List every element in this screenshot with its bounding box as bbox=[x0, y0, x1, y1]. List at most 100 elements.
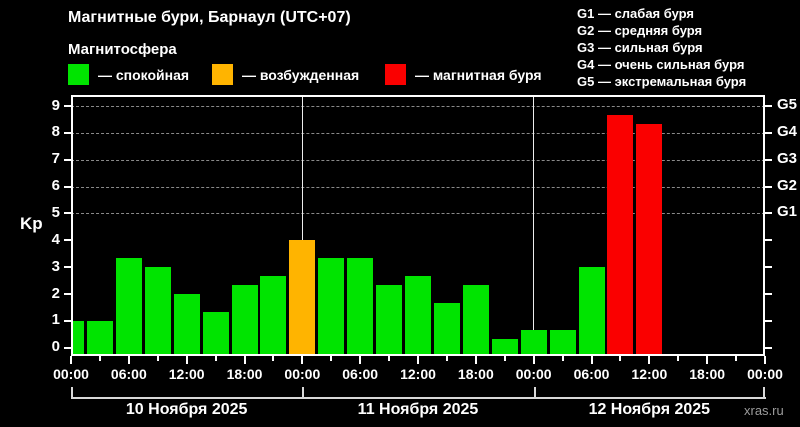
kp-bar bbox=[202, 311, 229, 356]
legend-item-storm: — магнитная буря bbox=[385, 64, 542, 85]
time-label: 06:00 bbox=[110, 366, 147, 382]
kp-bar bbox=[231, 285, 258, 356]
x-axis-tick bbox=[590, 356, 593, 364]
g-axis-label: G3 bbox=[777, 149, 798, 167]
x-axis-tick bbox=[127, 356, 130, 364]
gridline-kp5 bbox=[71, 213, 765, 215]
y-axis-tick-left bbox=[64, 131, 71, 134]
y-axis-tick-right bbox=[765, 239, 772, 242]
y-axis-tick-left bbox=[64, 319, 71, 322]
y-axis-tick-left bbox=[64, 212, 71, 215]
x-axis-tick bbox=[417, 356, 419, 364]
y-axis-tick-left bbox=[64, 266, 71, 269]
page-title: Магнитные бури, Барнаул (UTC+07) bbox=[68, 9, 351, 26]
y-axis-tick-right bbox=[765, 212, 772, 215]
x-axis-tick bbox=[445, 356, 448, 361]
x-axis-tick bbox=[214, 356, 217, 361]
y-axis-tick-left bbox=[64, 239, 71, 242]
legend-label: — возбужденная bbox=[242, 66, 360, 83]
kp-bar bbox=[347, 258, 374, 356]
x-axis-tick bbox=[185, 356, 188, 364]
time-label: 00:00 bbox=[284, 366, 321, 382]
x-axis-tick bbox=[272, 356, 275, 361]
y-axis-tick-label: 9 bbox=[51, 96, 60, 114]
time-label: 12:00 bbox=[631, 366, 668, 382]
y-axis-tick-label: 1 bbox=[51, 311, 60, 329]
g-scale-legend-line: G4 — очень сильная буря bbox=[577, 57, 745, 72]
g-axis-label: G5 bbox=[777, 96, 798, 114]
x-axis-tick bbox=[70, 356, 72, 364]
x-axis-tick bbox=[764, 356, 766, 364]
kp-bar bbox=[115, 258, 142, 356]
kp-bar bbox=[144, 267, 171, 356]
y-axis-tick-right bbox=[765, 346, 772, 349]
kp-bar bbox=[405, 276, 431, 356]
kp-bar bbox=[549, 329, 576, 356]
gridline-kp8 bbox=[71, 132, 765, 134]
day-boundary-line bbox=[301, 95, 304, 356]
day-bracket-tick bbox=[71, 387, 73, 399]
y-axis-tick-label: 8 bbox=[51, 123, 60, 141]
y-axis-tick-left bbox=[64, 105, 71, 108]
x-axis-tick bbox=[359, 356, 362, 364]
day-bracket-tick bbox=[302, 387, 305, 399]
x-axis-tick bbox=[735, 356, 738, 361]
y-axis-tick-right bbox=[765, 105, 772, 108]
quiet-color-swatch-icon bbox=[68, 64, 89, 85]
x-axis-tick bbox=[243, 356, 246, 364]
watermark: xras.ru bbox=[744, 403, 784, 418]
day-bracket-tick bbox=[533, 387, 536, 399]
legend-label: — магнитная буря bbox=[415, 66, 542, 83]
legend-item-quiet: — спокойная bbox=[68, 64, 189, 85]
legend-item-unsettled: — возбужденная bbox=[212, 64, 359, 85]
legend-label: — спокойная bbox=[98, 66, 190, 83]
day-boundary-line bbox=[532, 95, 535, 356]
kp-bar bbox=[520, 329, 547, 356]
gridline-kp6 bbox=[71, 186, 765, 188]
x-axis-tick bbox=[532, 356, 535, 364]
time-label: 18:00 bbox=[689, 366, 726, 382]
y-axis-tick-left bbox=[64, 158, 71, 161]
time-label: 18:00 bbox=[226, 366, 263, 382]
time-label: 18:00 bbox=[457, 366, 494, 382]
day-bracket-tick bbox=[763, 387, 765, 399]
y-axis-tick-left bbox=[64, 346, 71, 349]
g-scale-legend-line: G1 — слабая буря bbox=[577, 6, 695, 21]
time-label: 06:00 bbox=[342, 366, 379, 382]
y-axis-tick-right bbox=[765, 293, 772, 295]
y-axis-tick-right bbox=[765, 319, 772, 322]
y-axis-tick-label: 3 bbox=[51, 257, 60, 275]
y-axis-tick-label: 6 bbox=[51, 177, 60, 195]
y-axis-label: Kp bbox=[20, 214, 43, 233]
x-axis-tick bbox=[388, 356, 391, 361]
kp-bar bbox=[260, 276, 287, 356]
gridline-kp7 bbox=[71, 159, 765, 161]
g-scale-legend: G1 — слабая буря G2 — средняя буря G3 — … bbox=[577, 5, 746, 90]
y-axis-tick-right bbox=[765, 266, 772, 269]
kp-bar bbox=[173, 293, 200, 356]
time-label: 00:00 bbox=[515, 366, 552, 382]
gridline-kp9 bbox=[71, 106, 765, 108]
x-axis-tick bbox=[706, 356, 709, 364]
x-axis-tick bbox=[474, 356, 477, 364]
time-label: 12:00 bbox=[168, 366, 205, 382]
kp-bar bbox=[578, 267, 605, 356]
day-bracket-line bbox=[71, 397, 766, 399]
g-scale-legend-line: G5 — экстремальная буря bbox=[577, 74, 747, 89]
g-axis-label: G2 bbox=[777, 176, 798, 194]
y-axis-tick-label: 5 bbox=[51, 203, 60, 221]
y-axis-tick-right bbox=[765, 131, 772, 134]
day-label: 11 Ноября 2025 bbox=[357, 401, 479, 418]
time-label: 06:00 bbox=[573, 366, 610, 382]
y-axis-tick-label: 7 bbox=[51, 150, 60, 168]
plot-area bbox=[71, 95, 765, 356]
time-label: 00:00 bbox=[53, 366, 89, 382]
x-axis-tick bbox=[561, 356, 564, 361]
day-label: 10 Ноября 2025 bbox=[125, 401, 248, 418]
day-label: 12 Ноября 2025 bbox=[588, 401, 711, 418]
x-axis-tick bbox=[98, 356, 101, 361]
time-label: 12:00 bbox=[400, 366, 436, 382]
unsettled-color-swatch-icon bbox=[212, 64, 233, 85]
kp-bar bbox=[71, 320, 84, 356]
